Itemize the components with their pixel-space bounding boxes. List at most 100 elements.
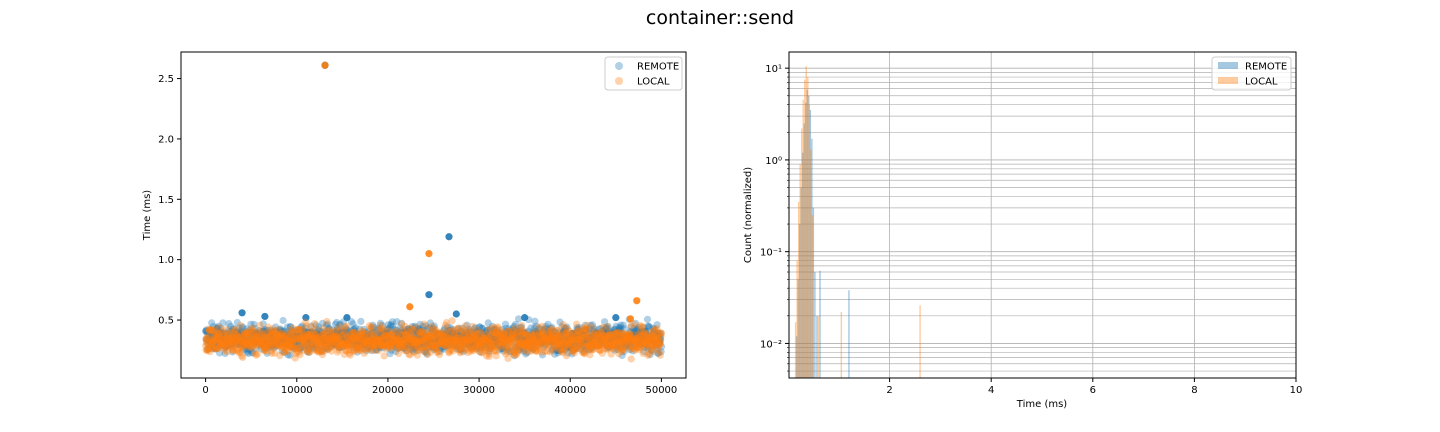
scatter-point <box>416 320 424 328</box>
scatter-point <box>396 333 404 341</box>
scatter-point <box>333 318 341 327</box>
scatter-point <box>512 345 521 353</box>
scatter-point <box>513 338 521 347</box>
scatter-point <box>502 335 510 343</box>
scatter-point <box>531 330 540 339</box>
scatter-point <box>483 352 491 360</box>
scatter-point <box>429 334 437 342</box>
scatter-point <box>277 343 285 351</box>
scatter-point <box>348 328 356 337</box>
scatter-point <box>398 319 406 327</box>
scatter-point <box>237 338 245 346</box>
scatter-point <box>296 346 305 354</box>
scatter-point <box>387 340 395 348</box>
scatter-point <box>371 342 379 350</box>
scatter-point <box>547 333 555 341</box>
scatter-point <box>373 346 381 354</box>
scatter-point <box>214 329 222 337</box>
scatter-point <box>482 327 490 335</box>
scatter-point <box>352 330 360 338</box>
scatter-point <box>359 340 367 348</box>
scatter-point <box>322 334 330 342</box>
scatter-point <box>256 321 264 329</box>
scatter-point <box>234 340 242 348</box>
scatter-point <box>253 335 261 343</box>
scatter-point <box>422 348 430 356</box>
scatter-point <box>627 323 635 331</box>
scatter-point <box>428 339 436 347</box>
scatter-point <box>364 336 373 344</box>
scatter-point <box>562 338 570 346</box>
scatter-point <box>524 337 532 345</box>
scatter-point <box>480 334 488 343</box>
scatter-point <box>501 337 509 345</box>
scatter-point <box>603 341 611 349</box>
scatter-point <box>337 340 345 348</box>
scatter-point <box>203 336 211 344</box>
scatter-point <box>296 329 304 338</box>
scatter-point <box>466 338 474 346</box>
x-tick-label: 40000 <box>554 385 586 396</box>
scatter-point <box>562 334 570 342</box>
scatter-point <box>267 326 275 334</box>
scatter-point <box>552 334 560 343</box>
scatter-point <box>482 337 490 345</box>
scatter-point <box>345 346 353 354</box>
scatter-point <box>297 334 306 342</box>
scatter-point <box>262 326 270 334</box>
scatter-point <box>356 339 364 347</box>
scatter-point <box>293 326 301 334</box>
scatter-point <box>221 349 229 358</box>
scatter-point <box>368 338 376 346</box>
scatter-point <box>266 329 275 338</box>
scatter-point <box>394 349 403 357</box>
scatter-point <box>224 336 232 344</box>
scatter-point <box>356 336 364 345</box>
scatter-point <box>508 346 516 354</box>
scatter-point <box>494 333 502 341</box>
scatter-point <box>357 330 366 338</box>
scatter-point <box>385 336 393 344</box>
scatter-point <box>283 340 291 348</box>
scatter-point <box>424 336 432 344</box>
scatter-point <box>469 347 477 355</box>
scatter-point <box>277 341 285 349</box>
scatter-point <box>254 337 262 345</box>
scatter-point <box>287 328 295 337</box>
scatter-point <box>258 345 266 353</box>
scatter-point-outlier <box>406 303 414 311</box>
scatter-point <box>227 322 235 330</box>
scatter-point <box>246 343 254 351</box>
scatter-point <box>218 336 226 344</box>
scatter-point <box>308 332 316 340</box>
scatter-point <box>237 337 245 345</box>
scatter-point <box>469 339 477 347</box>
scatter-point <box>311 329 319 337</box>
scatter-point <box>521 336 529 344</box>
scatter-point <box>609 332 617 340</box>
scatter-point <box>242 328 250 336</box>
scatter-point <box>506 348 514 356</box>
scatter-point <box>638 339 646 347</box>
scatter-point <box>436 333 444 341</box>
scatter-point <box>631 332 639 340</box>
scatter-point <box>328 340 336 348</box>
scatter-point <box>204 345 212 353</box>
scatter-point <box>539 335 547 343</box>
scatter-point <box>227 337 236 345</box>
scatter-point <box>471 343 479 351</box>
scatter-point <box>399 343 408 351</box>
scatter-point <box>229 332 237 340</box>
scatter-point <box>512 344 520 352</box>
scatter-point <box>471 329 479 337</box>
scatter-point <box>537 337 545 345</box>
scatter-point <box>528 334 536 342</box>
scatter-point <box>265 333 273 341</box>
scatter-point <box>212 344 220 352</box>
scatter-point <box>413 344 422 352</box>
scatter-point <box>251 324 259 333</box>
scatter-point <box>286 351 294 359</box>
scatter-point <box>260 342 268 350</box>
scatter-point <box>576 339 584 347</box>
scatter-point <box>360 345 368 354</box>
